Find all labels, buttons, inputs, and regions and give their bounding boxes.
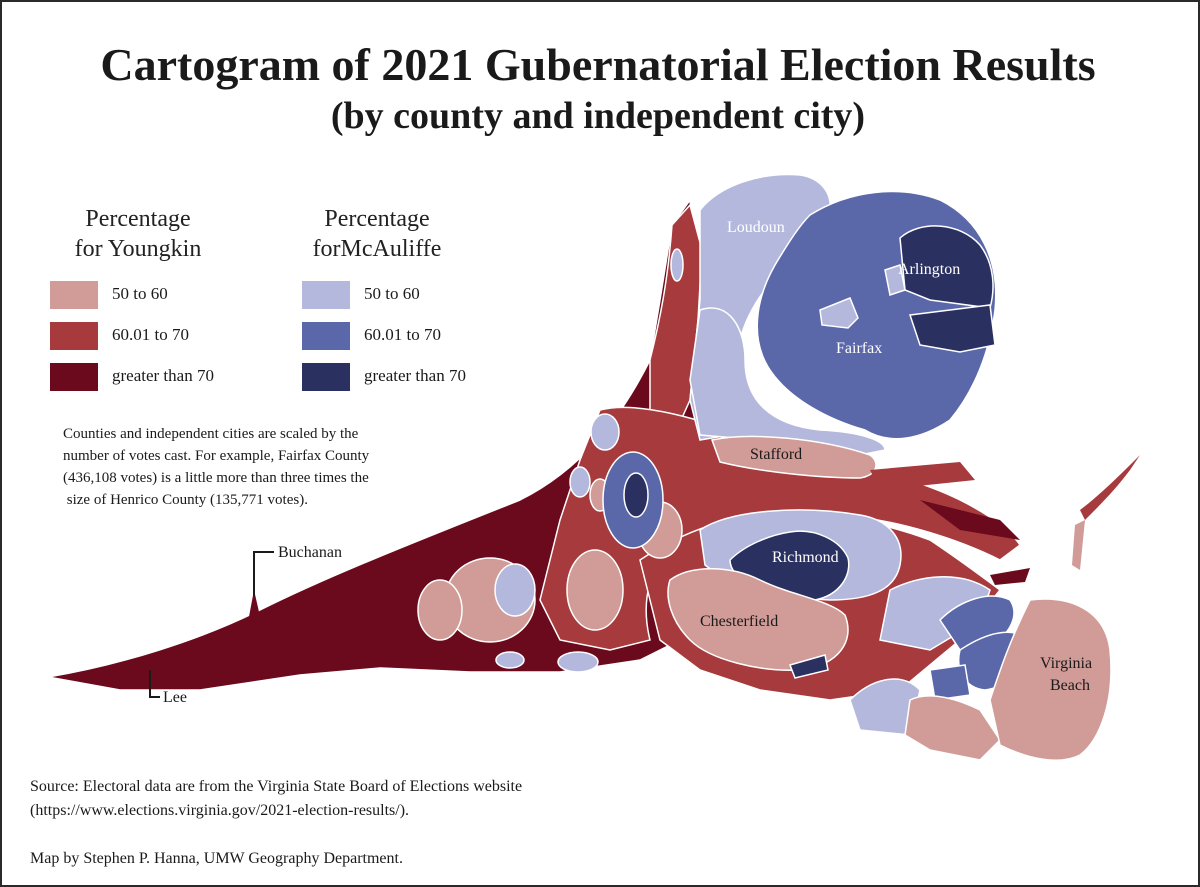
map-title: Cartogram of 2021 Gubernatorial Election… [100, 39, 1096, 90]
legend-label-youngkin-70plus: greater than 70 [112, 366, 214, 385]
region-light-mcauliffe-w4 [670, 248, 684, 282]
legend-label-youngkin-50-60: 50 to 60 [112, 284, 168, 303]
legend-label-youngkin-60-70: 60.01 to 70 [112, 325, 189, 344]
region-virginia-beach [989, 598, 1112, 761]
region-light-youngkin-2 [566, 549, 624, 631]
region-light-mcauliffe-w2 [590, 413, 620, 451]
callout-line-lee [149, 670, 160, 698]
map-label-arlington: Arlington [898, 261, 960, 278]
region-light-mcauliffe-w6 [495, 651, 525, 669]
region-northern-neck-2 [870, 462, 975, 490]
map-label-stafford: Stafford [750, 446, 802, 463]
region-prince-william [689, 307, 886, 456]
region-chesterfield [667, 568, 849, 671]
legend-youngkin-heading: Percentage for Youngkin [48, 204, 228, 264]
scaling-note-line4: size of Henrico County (135,771 votes). [63, 492, 308, 508]
map-label-virginia-beach-line1: Virginia [1040, 655, 1092, 672]
region-eastern-shore-1 [1080, 455, 1140, 520]
map-label-chesterfield: Chesterfield [700, 613, 778, 630]
legend-label-mcauliffe-50-60: 50 to 60 [364, 284, 420, 303]
legend-label-mcauliffe-70plus: greater than 70 [364, 366, 466, 385]
region-light-mcauliffe-w5 [557, 651, 599, 673]
map-label-virginia-beach-line2: Beach [1050, 677, 1090, 694]
legend-youngkin-heading-line2: for Youngkin [74, 236, 202, 262]
region-eastern-shore-2 [1072, 520, 1085, 570]
legend-swatch-youngkin-60-70 [50, 322, 98, 350]
legend-youngkin-heading-line1: Percentage [85, 206, 191, 232]
region-small-blue [929, 664, 971, 701]
region-chesapeake [904, 695, 1001, 761]
source-line2: (https://www.elections.virginia.gov/2021… [30, 802, 410, 819]
region-charlottesville [623, 472, 649, 518]
map-subtitle: (by county and independent city) [330, 95, 866, 137]
map-label-loudoun: Loudoun [727, 219, 785, 236]
legend-swatch-youngkin-50-60 [50, 281, 98, 309]
region-falls-church [884, 264, 906, 296]
region-buchanan-spike [248, 590, 262, 625]
legend-swatch-youngkin-70plus [50, 363, 98, 391]
region-light-mcauliffe-w3 [569, 466, 591, 498]
map-label-buchanan: Buchanan [278, 544, 342, 561]
scaling-note-line3: (436,108 votes) is a little more than th… [63, 470, 369, 486]
source-line1: Source: Electoral data are from the Virg… [30, 778, 523, 795]
region-middle-peninsula [990, 568, 1030, 585]
legend-swatch-mcauliffe-70plus [302, 363, 350, 391]
region-northern-neck [920, 500, 1020, 540]
region-alexandria [908, 304, 996, 353]
legend-mcauliffe-heading: Percentage forMcAuliffe [292, 204, 462, 264]
scaling-note: Counties and independent cities are scal… [63, 423, 443, 511]
callout-line-buchanan [253, 551, 274, 596]
legend-mcauliffe-heading-line2: forMcAuliffe [312, 236, 442, 262]
region-light-youngkin-3 [417, 579, 463, 641]
region-fairfax-city [819, 297, 859, 329]
region-light-mcauliffe-w1 [494, 563, 536, 617]
map-label-richmond: Richmond [772, 549, 839, 566]
map-label-lee: Lee [163, 689, 187, 706]
region-petersburg [789, 654, 829, 679]
region-stafford [710, 435, 877, 479]
map-label-fairfax: Fairfax [836, 340, 882, 357]
legend-label-mcauliffe-60-70: 60.01 to 70 [364, 325, 441, 344]
legend-swatch-mcauliffe-50-60 [302, 281, 350, 309]
legend-mcauliffe-heading-line1: Percentage [324, 206, 430, 232]
scaling-note-line1: Counties and independent cities are scal… [63, 426, 359, 442]
legend-swatch-mcauliffe-60-70 [302, 322, 350, 350]
map-credit: Map by Stephen P. Hanna, UMW Geography D… [30, 850, 403, 867]
scaling-note-line2: number of votes cast. For example, Fairf… [63, 448, 370, 464]
